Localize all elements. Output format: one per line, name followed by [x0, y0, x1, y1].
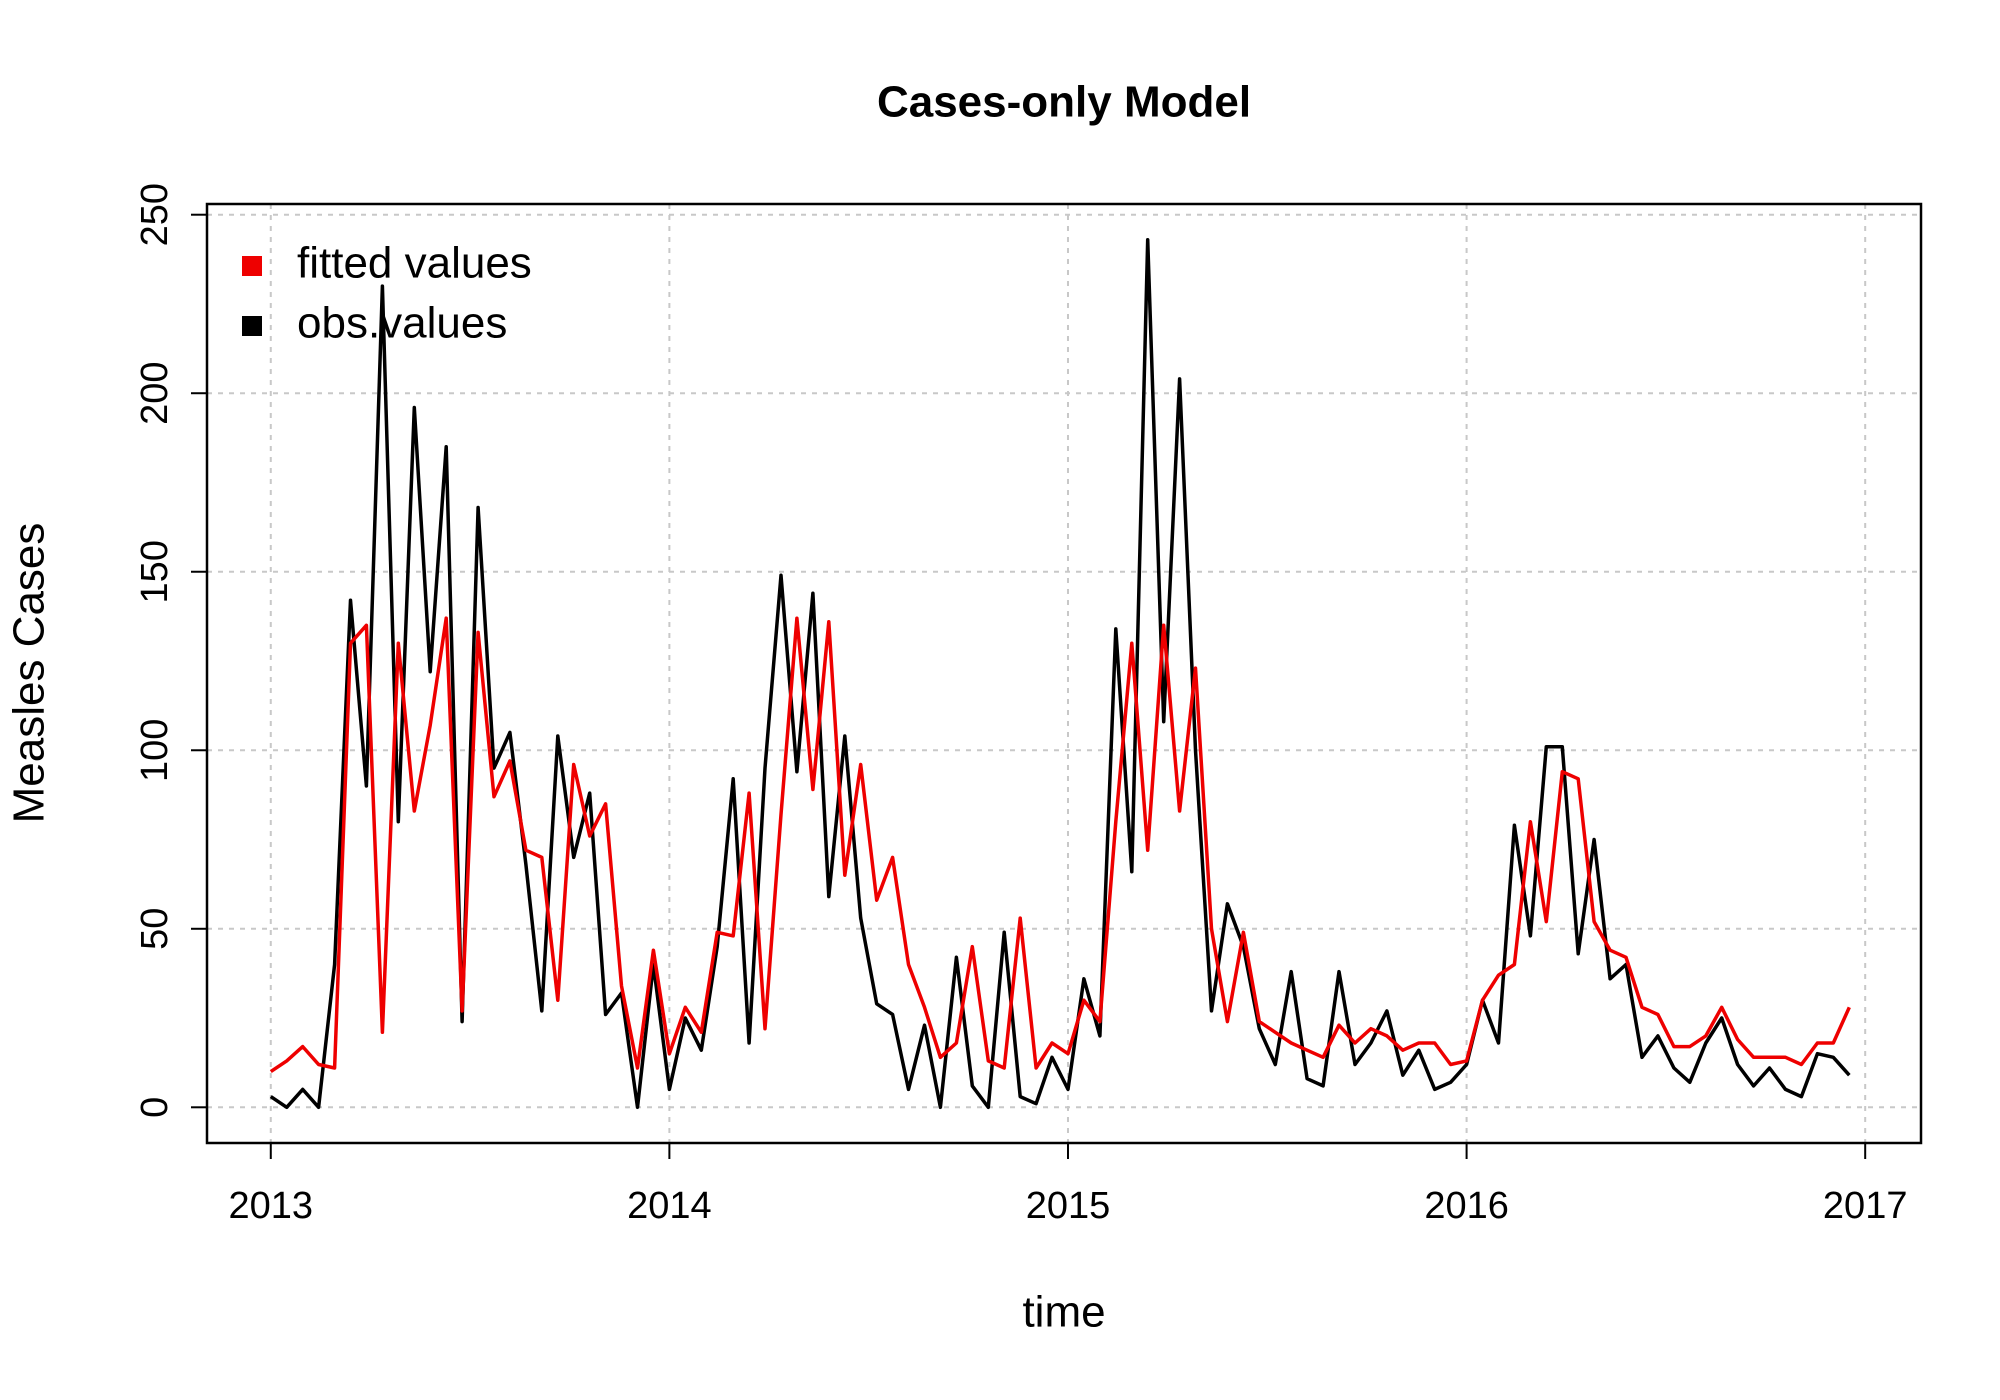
x-axis-label: time — [1022, 1288, 1105, 1337]
legend-label: fitted values — [297, 239, 532, 288]
plot-frame — [205, 202, 1923, 1145]
x-tick-label: 2015 — [1026, 1185, 1111, 1227]
data-line — [269, 616, 1851, 1074]
y-tick-label: 50 — [134, 908, 176, 950]
y-tick-label: 100 — [134, 719, 176, 782]
y-tick-label: 150 — [134, 540, 176, 603]
y-tick-label: 0 — [134, 1097, 176, 1118]
legend-swatch — [242, 256, 262, 276]
legend-swatch — [242, 316, 262, 336]
y-axis-label: Measles Cases — [5, 523, 54, 824]
y-tick-label: 200 — [134, 362, 176, 425]
x-tick-label: 2013 — [229, 1185, 314, 1227]
legend-label: obs.values — [297, 299, 507, 348]
x-tick-label: 2014 — [627, 1185, 712, 1227]
chart-title: Cases-only Model — [877, 78, 1251, 127]
data-line — [269, 237, 1851, 1110]
x-tick-label: 2017 — [1823, 1185, 1908, 1227]
y-tick-label: 250 — [134, 183, 176, 246]
x-tick-label: 2016 — [1424, 1185, 1509, 1227]
